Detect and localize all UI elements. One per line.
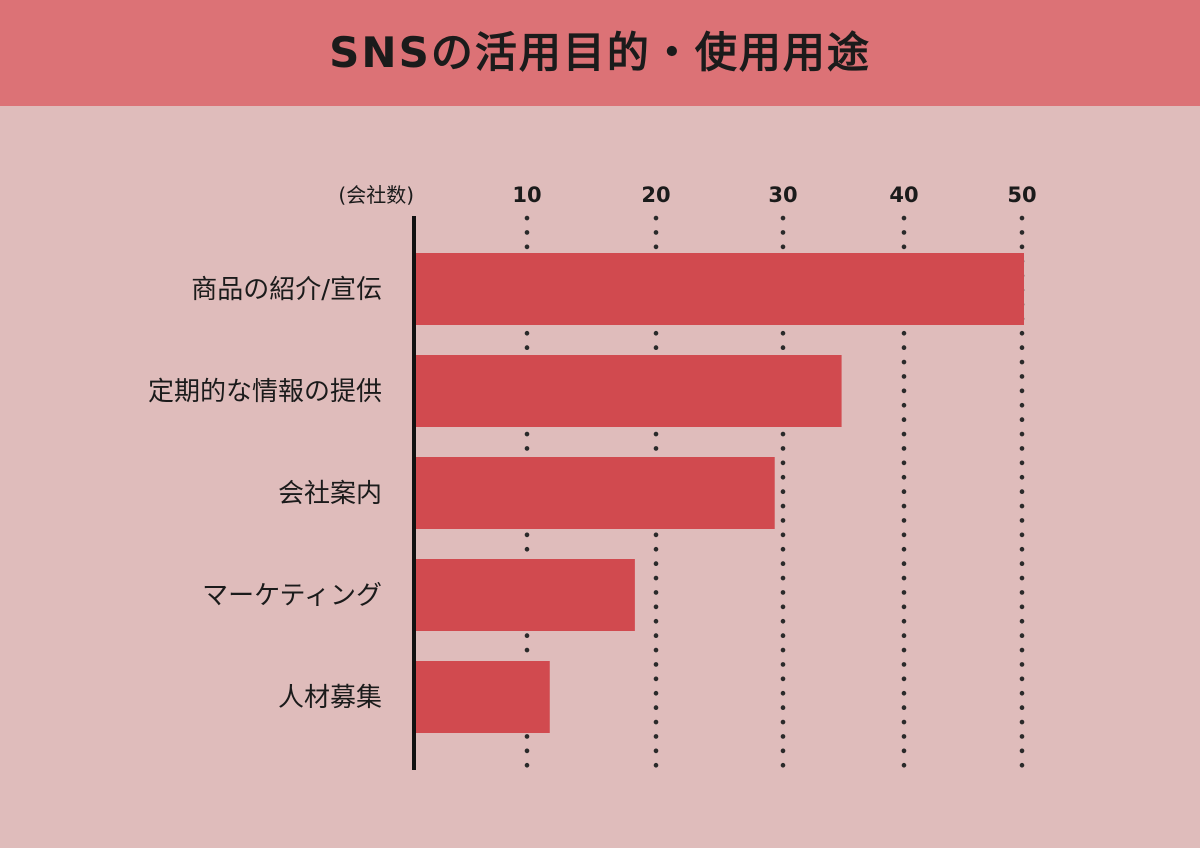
chart-title: SNSの活用目的・使用用途: [329, 28, 871, 77]
category-label-4: マーケティング: [202, 581, 382, 611]
category-label-1: 商品の紹介/宣伝: [191, 275, 382, 305]
category-label-2: 定期的な情報の提供: [148, 377, 382, 407]
bars: [416, 253, 1024, 733]
bar-3: [416, 457, 775, 529]
category-label-5: 人材募集: [278, 683, 382, 713]
bar-2: [416, 355, 842, 427]
bar-1: [416, 253, 1024, 325]
title-banner: [0, 0, 1200, 106]
category-label-3: 会社案内: [278, 479, 382, 509]
axis-unit-label: (会社数): [338, 183, 414, 207]
x-tick-label-40: 40: [889, 183, 918, 207]
x-tick-label-50: 50: [1007, 183, 1036, 207]
x-tick-labels: 10 20 30 40 50: [512, 183, 1036, 207]
x-tick-label-10: 10: [512, 183, 541, 207]
x-tick-label-20: 20: [641, 183, 670, 207]
bar-4: [416, 559, 635, 631]
bar-5: [416, 661, 550, 733]
x-tick-label-30: 30: [768, 183, 797, 207]
